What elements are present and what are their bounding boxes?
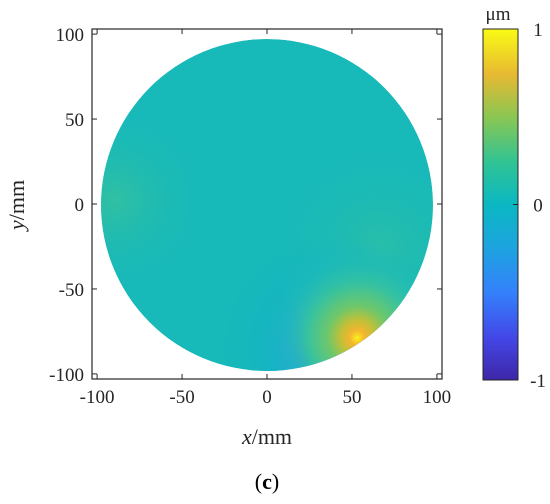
x-tick-label: 100 <box>423 387 452 408</box>
x-tick-label: 0 <box>262 387 272 408</box>
y-tick-label: -100 <box>49 365 84 386</box>
figure-caption: (c) <box>255 469 279 494</box>
colorbar-tick-label: 1 <box>533 20 543 41</box>
peak-region <box>266 239 433 371</box>
colorbar-tick-label: -1 <box>530 371 546 392</box>
x-tick-label: -50 <box>169 387 194 408</box>
y-axis-ticks: 100 50 0 -50 -100 <box>49 25 442 386</box>
colorbar-unit-label: μm <box>486 4 511 25</box>
y-tick-label: 100 <box>56 25 85 46</box>
surface-map <box>101 39 433 371</box>
x-tick-label: -100 <box>80 387 115 408</box>
y-tick-label: 50 <box>65 110 84 131</box>
colorbar-ticks: 1 0 -1 <box>513 20 546 392</box>
x-axis-ticks: -100 -50 0 50 100 <box>80 29 451 408</box>
colorbar <box>482 28 519 381</box>
colorbar-tick-label: 0 <box>533 196 543 217</box>
x-axis-label: x/mm <box>241 424 292 449</box>
left-high-region <box>101 105 210 295</box>
x-tick-label: 50 <box>342 387 361 408</box>
y-tick-label: -50 <box>59 280 84 301</box>
y-tick-label: 0 <box>75 195 85 216</box>
y-axis-label: y/mm <box>4 180 29 232</box>
